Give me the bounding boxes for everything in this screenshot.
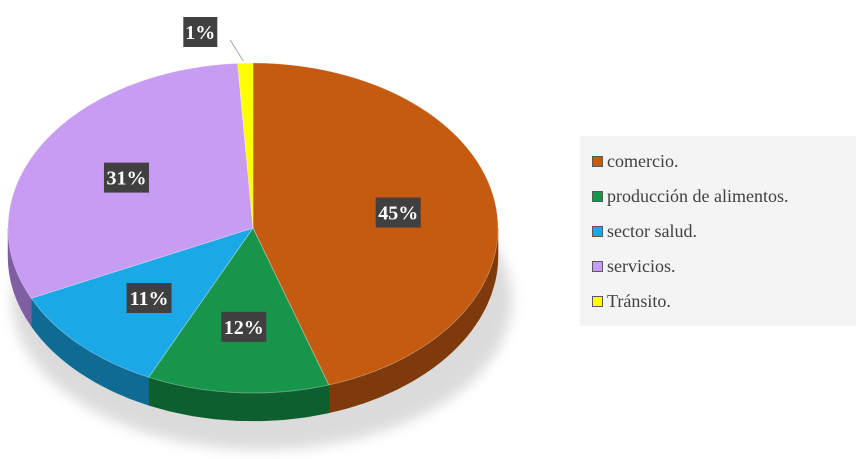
- pie-slice-comercio: [252, 62, 499, 386]
- legend-label-salud: sector salud.: [607, 221, 697, 241]
- legend-item-transito: Tránsito.: [592, 284, 856, 319]
- pie-slice-transito: [237, 62, 254, 229]
- pie-leader-lines: [229, 39, 244, 62]
- leader-line-transito: [229, 39, 244, 62]
- legend-swatch-servicios: [592, 261, 603, 272]
- legend-label-produccion: producción de alimentos.: [607, 186, 789, 206]
- data-label-servicios: 31%: [106, 168, 146, 190]
- data-label-comercio: 45%: [378, 203, 418, 225]
- legend-item-produccion: producción de alimentos.: [592, 179, 856, 214]
- legend-item-servicios: servicios.: [592, 249, 856, 284]
- legend-label-comercio: comercio.: [607, 151, 679, 171]
- data-label-box-comercio: [375, 197, 421, 228]
- legend-item-salud: sector salud.: [592, 214, 856, 249]
- data-label-sector-salud: 11%: [130, 288, 169, 310]
- legend-label-servicios: servicios.: [607, 256, 676, 276]
- data-label-box-transito: [183, 17, 218, 47]
- data-label-box-servicios: [103, 162, 149, 193]
- pie-top-faces: [7, 62, 499, 394]
- data-label-transito: 1%: [185, 22, 215, 44]
- pie-slice-produccion-de-alimentos: [148, 227, 330, 394]
- chart-legend: comercio. producción de alimentos. secto…: [580, 136, 856, 326]
- legend-label-transito: Tránsito.: [607, 291, 671, 311]
- legend-swatch-produccion: [592, 191, 603, 202]
- legend-swatch-salud: [592, 226, 603, 237]
- legend-swatch-comercio: [592, 156, 603, 167]
- pie-data-labels: 45% 12% 11% 31% 1%: [103, 17, 421, 342]
- legend-swatch-transito: [592, 296, 603, 307]
- data-label-box-sector-salud: [126, 283, 172, 314]
- data-label-produccion-de-alimentos: 12%: [224, 317, 264, 339]
- legend-item-comercio: comercio.: [592, 144, 856, 179]
- data-label-box-produccion-de-alimentos: [221, 311, 267, 342]
